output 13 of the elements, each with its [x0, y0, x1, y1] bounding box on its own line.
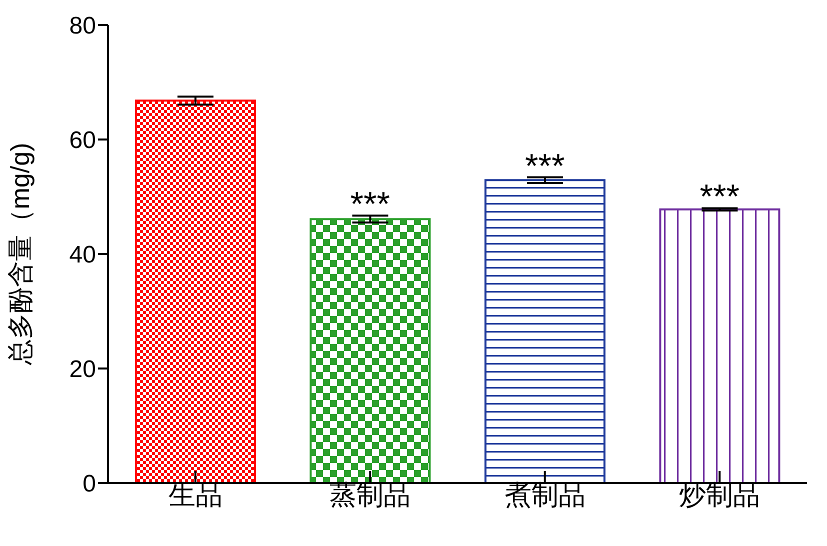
- bar: [659, 208, 780, 483]
- annotation: ***: [350, 186, 390, 224]
- y-tick-label: 20: [69, 356, 96, 384]
- y-tick-label: 0: [82, 470, 96, 498]
- bar: [134, 100, 256, 483]
- bar: [310, 218, 431, 483]
- y-tick-label: 80: [69, 12, 96, 40]
- annotation: ***: [525, 147, 565, 186]
- y-tick-label: 60: [69, 127, 96, 154]
- bar: [484, 179, 606, 483]
- y-tick-label: 40: [69, 242, 96, 269]
- annotation: ***: [700, 178, 740, 216]
- y-axis-title: 总多酚含量（mg/g): [5, 142, 36, 366]
